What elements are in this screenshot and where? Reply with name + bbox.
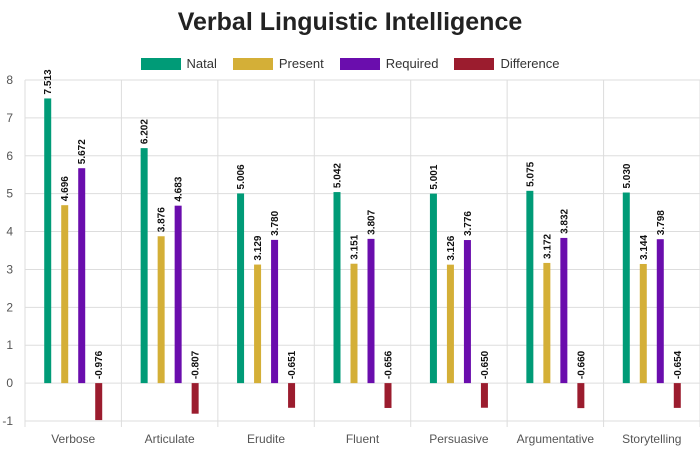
legend-item-natal[interactable]: Natal [140, 56, 217, 71]
x-tick-label: Fluent [346, 432, 380, 446]
bar-required [174, 205, 182, 384]
bar-natal [333, 192, 341, 384]
bar-present [350, 263, 358, 384]
data-label: 3.832 [559, 208, 570, 233]
x-tick-label: Erudite [247, 432, 285, 446]
data-label: 5.006 [236, 164, 247, 189]
data-label: 4.683 [174, 176, 185, 201]
y-tick-label: 5 [6, 187, 13, 201]
data-label: 5.075 [525, 161, 536, 186]
bar-natal [526, 190, 534, 384]
legend-swatch-difference [454, 57, 495, 70]
bar-present [157, 236, 165, 384]
bar-difference [384, 383, 392, 408]
data-label: 3.876 [157, 207, 168, 232]
legend-item-difference[interactable]: Difference [454, 56, 559, 71]
bar-natal [237, 193, 245, 384]
data-label: 3.798 [656, 210, 667, 235]
bar-present [543, 262, 551, 384]
bar-natal [429, 193, 437, 384]
data-label: -0.656 [384, 350, 395, 379]
legend-label-natal: Natal [186, 56, 217, 71]
bar-difference [95, 383, 103, 421]
legend-item-required[interactable]: Required [339, 56, 439, 71]
legend: Natal Present Required Difference [0, 56, 700, 71]
data-label: 5.001 [429, 164, 440, 189]
data-label: 5.672 [77, 139, 88, 164]
data-label: 4.696 [60, 176, 71, 201]
data-label: 5.030 [622, 163, 633, 188]
data-label: -0.660 [576, 350, 587, 379]
bar-present [61, 205, 69, 384]
bar-required [271, 239, 279, 384]
data-label: -0.651 [287, 350, 298, 379]
bar-natal [622, 192, 630, 384]
bars [44, 98, 681, 421]
legend-label-required: Required [385, 56, 439, 71]
y-tick-label: -1 [2, 414, 13, 428]
bar-present [639, 263, 647, 384]
bar-difference [577, 383, 585, 409]
y-tick-label: 2 [6, 300, 13, 314]
data-label: 3.144 [639, 235, 650, 260]
data-label: -0.807 [191, 350, 202, 379]
bar-required [560, 237, 568, 384]
data-label: 3.172 [542, 233, 553, 258]
data-label: 3.776 [463, 211, 474, 236]
bar-difference [288, 383, 296, 408]
bar-required [78, 168, 86, 384]
bar-required [463, 240, 471, 384]
x-tick-label: Storytelling [622, 432, 681, 446]
legend-swatch-present [232, 57, 273, 70]
chart-title: Verbal Linguistic Intelligence [177, 8, 523, 36]
x-tick-label: Articulate [145, 432, 195, 446]
x-tick-label: Argumentative [517, 432, 595, 446]
bar-required [367, 238, 375, 384]
legend-item-present[interactable]: Present [232, 56, 324, 71]
bar-difference [480, 383, 488, 408]
data-label: -0.654 [673, 350, 684, 379]
y-tick-label: 6 [6, 149, 13, 163]
x-tick-label: Verbose [51, 432, 95, 446]
data-label: 3.151 [350, 234, 361, 259]
legend-label-difference: Difference [500, 56, 560, 71]
data-label: 3.126 [446, 235, 457, 260]
y-tick-label: 1 [6, 338, 13, 352]
legend-swatch-required [339, 57, 380, 70]
y-tick-label: 3 [6, 262, 13, 276]
y-tick-label: 8 [6, 73, 13, 87]
bar-present [446, 264, 454, 384]
y-tick-label: 7 [6, 111, 13, 125]
bar-required [656, 239, 664, 384]
x-tick-label: Persuasive [429, 432, 489, 446]
bar-natal [44, 98, 52, 384]
y-tick-label: 4 [6, 225, 13, 239]
legend-label-present: Present [278, 56, 324, 71]
data-label: 7.513 [43, 69, 54, 94]
y-tick-label: 0 [6, 376, 13, 390]
data-label: 3.807 [367, 209, 378, 234]
bar-present [254, 264, 262, 384]
data-label: 6.202 [140, 119, 151, 144]
data-label: 3.129 [253, 235, 264, 260]
data-label: -0.650 [480, 350, 491, 379]
data-label: 3.780 [270, 210, 281, 235]
data-label: 5.042 [333, 163, 344, 188]
data-labels: 7.513 4.696 5.672 -0.976 6.202 3.876 4.683 -0.8… [43, 69, 684, 379]
legend-swatch-natal [140, 57, 181, 70]
gridlines [24, 79, 700, 427]
bar-natal [140, 148, 148, 384]
axis-labels: -1 0 1 2 3 4 5 6 7 8 Verbose Articulate Erudite Fluen… [2, 73, 681, 446]
data-label: -0.976 [94, 350, 105, 379]
bar-difference [191, 383, 199, 414]
bar-difference [673, 383, 681, 408]
